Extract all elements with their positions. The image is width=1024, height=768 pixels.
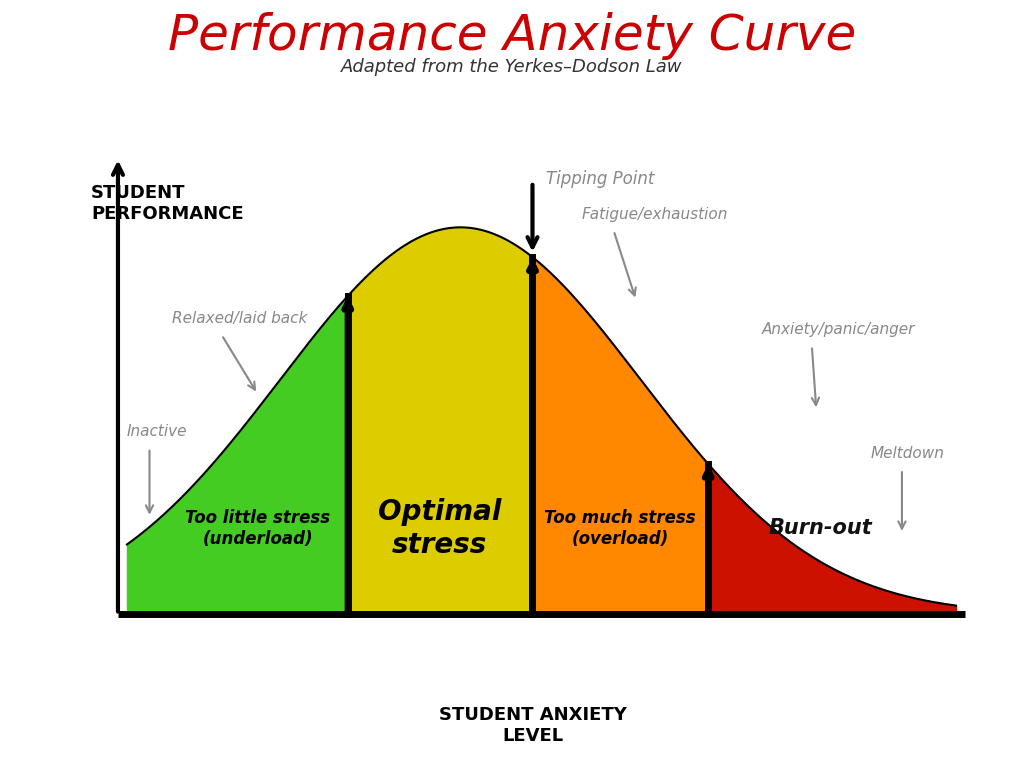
Text: Adapted from the Yerkes–Dodson Law: Adapted from the Yerkes–Dodson Law <box>341 58 683 75</box>
Text: Anxiety/panic/anger: Anxiety/panic/anger <box>762 322 915 337</box>
Text: Inactive: Inactive <box>127 424 187 439</box>
Text: Burn-out: Burn-out <box>769 518 872 538</box>
Text: Optimal
stress: Optimal stress <box>378 498 502 558</box>
Text: Tipping Point: Tipping Point <box>546 170 654 188</box>
Text: STUDENT ANXIETY
LEVEL: STUDENT ANXIETY LEVEL <box>438 707 627 745</box>
Text: Relaxed/laid back: Relaxed/laid back <box>172 311 307 326</box>
Text: Performance Anxiety Curve: Performance Anxiety Curve <box>168 12 856 60</box>
Text: Too much stress
(overload): Too much stress (overload) <box>544 509 695 548</box>
Text: Too little stress
(underload): Too little stress (underload) <box>185 509 330 548</box>
Text: Fatigue/exhaustion: Fatigue/exhaustion <box>582 207 728 222</box>
Text: STUDENT
PERFORMANCE: STUDENT PERFORMANCE <box>91 184 244 223</box>
Text: Meltdown: Meltdown <box>870 445 944 461</box>
